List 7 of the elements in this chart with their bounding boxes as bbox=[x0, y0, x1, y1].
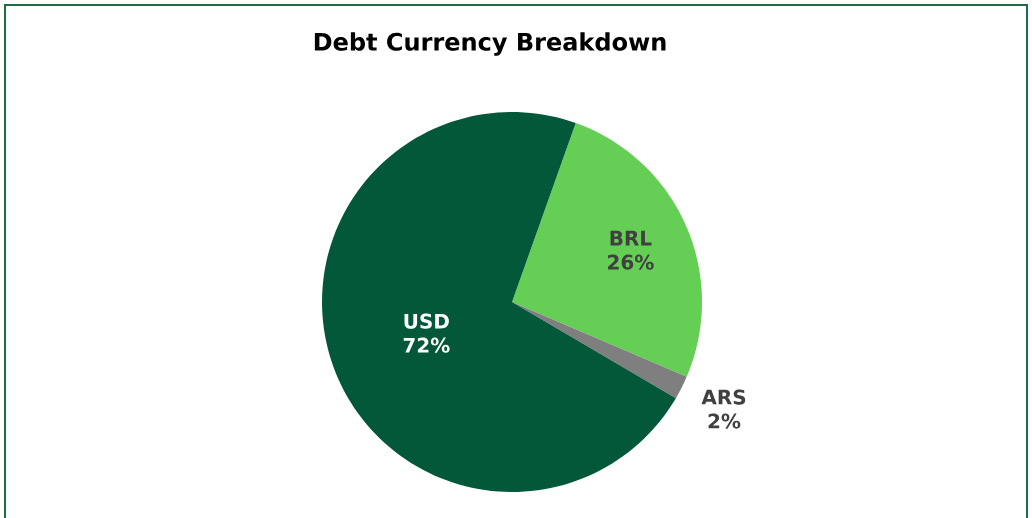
slice-label: USD bbox=[404, 313, 449, 329]
data-label: 26% bbox=[608, 254, 654, 270]
slice-label: BRL bbox=[610, 230, 652, 246]
data-label: 2% bbox=[708, 413, 741, 429]
data-label: 72% bbox=[403, 337, 450, 353]
slice-label: ARS bbox=[701, 389, 746, 405]
chart-title: Debt Currency Breakdown bbox=[314, 32, 666, 56]
